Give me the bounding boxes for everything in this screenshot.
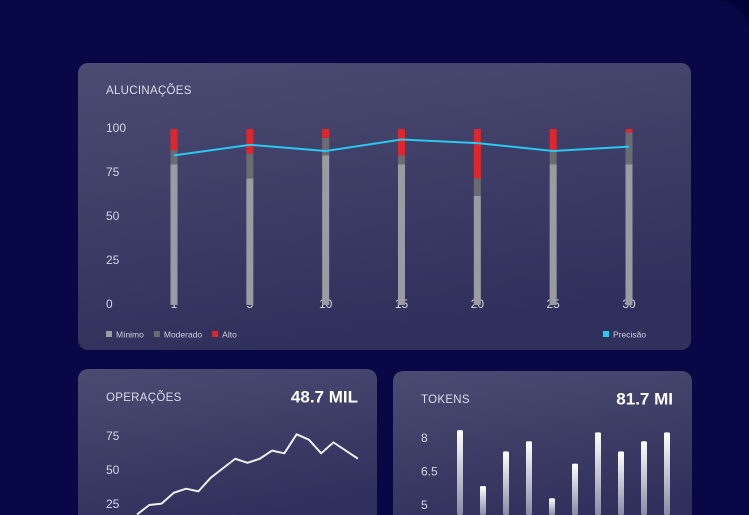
chart-title: OPERAÇÕES xyxy=(106,391,182,404)
bar-segment xyxy=(398,129,405,156)
bar xyxy=(457,430,463,515)
legend-swatch xyxy=(106,331,112,337)
line xyxy=(173,138,630,157)
bar-segment xyxy=(246,129,254,154)
y-tick-label: 100 xyxy=(106,121,126,135)
y-tick-label: 0 xyxy=(106,297,113,311)
y-tick-label: 6.5 xyxy=(421,465,438,479)
headline: 48.7 MIL xyxy=(291,387,358,406)
y-tick-label: 5 xyxy=(421,498,428,512)
bar-segment xyxy=(625,132,633,165)
bar-segment xyxy=(322,155,330,305)
legend-label: Mínimo xyxy=(116,329,144,339)
bar-segment xyxy=(549,129,557,151)
plot xyxy=(136,433,359,515)
bar xyxy=(480,485,486,515)
panel xyxy=(78,369,377,515)
bar-segment xyxy=(473,195,481,305)
bar-segment xyxy=(473,129,481,179)
y-tick-label: 75 xyxy=(106,429,120,443)
bar xyxy=(664,432,670,515)
bar-segment xyxy=(625,129,633,133)
y-tick-label: 50 xyxy=(106,209,120,223)
headline: 81.7 MI xyxy=(616,389,673,408)
bar-segment xyxy=(246,153,254,179)
bar xyxy=(526,441,532,515)
bar xyxy=(618,451,624,515)
bar-segment xyxy=(170,150,178,165)
legend-swatch xyxy=(212,331,219,337)
bar-segment xyxy=(246,178,254,305)
legend-label: Alto xyxy=(222,329,237,339)
panel xyxy=(393,371,692,515)
panel xyxy=(78,63,691,350)
bar-segment xyxy=(549,164,557,305)
legend-swatch xyxy=(153,331,160,337)
line xyxy=(136,433,359,515)
y-tick-label: 25 xyxy=(106,497,120,511)
y-tick-label: 25 xyxy=(106,253,120,267)
bar xyxy=(503,451,509,515)
y-tick-label: 8 xyxy=(421,431,428,445)
bar-segment xyxy=(549,150,557,165)
legend-label: Precisão xyxy=(613,329,646,339)
legend-label: Moderado xyxy=(164,329,203,339)
bar xyxy=(572,463,578,515)
y-tick-label: 50 xyxy=(106,463,120,477)
bar xyxy=(549,498,555,515)
bar-segment xyxy=(170,164,178,305)
bar xyxy=(595,432,601,515)
y-tick-label: 75 xyxy=(106,165,120,179)
legend-swatch xyxy=(603,331,609,337)
bar-segment xyxy=(473,178,481,196)
bar-segment xyxy=(625,164,633,305)
bar-segment xyxy=(322,137,330,156)
chart-title: ALUCINAÇÕES xyxy=(106,84,192,97)
bar-segment xyxy=(398,155,405,165)
bar-segment xyxy=(170,129,178,151)
chart-title: TOKENS xyxy=(421,394,470,406)
bar xyxy=(641,441,647,515)
bar-segment xyxy=(322,129,330,138)
bar-segment xyxy=(398,164,405,305)
